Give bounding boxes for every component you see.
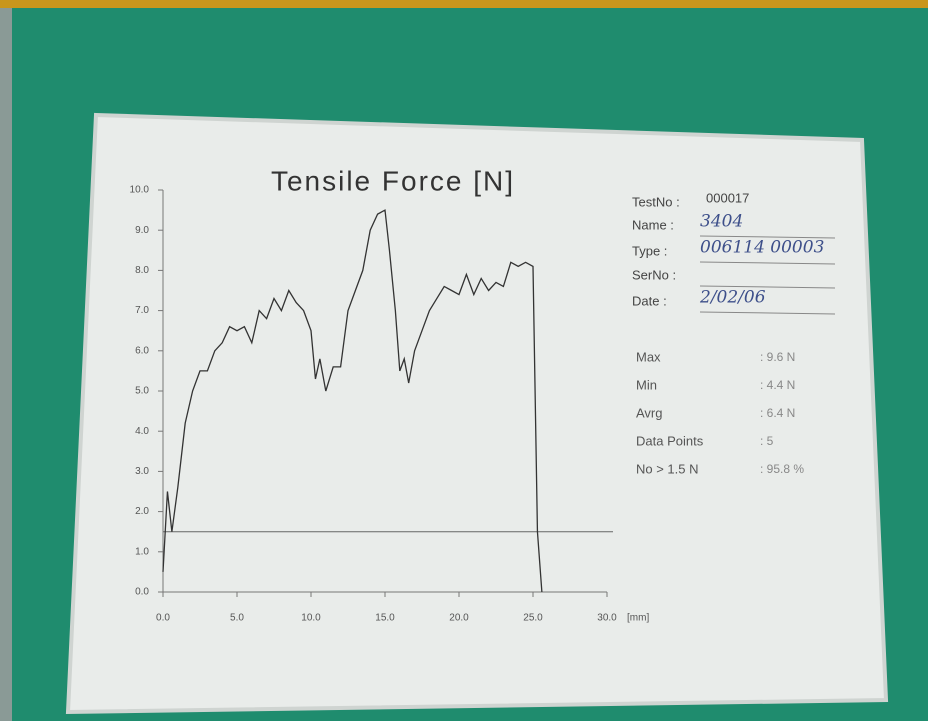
x-tick-label: 5.0 — [230, 613, 244, 624]
stat-label: Min — [636, 377, 657, 392]
stat-value: : 4.4 N — [760, 378, 795, 392]
y-tick-label: 3.0 — [135, 466, 149, 477]
stat-label: Avrg — [636, 405, 663, 420]
y-tick-label: 8.0 — [135, 265, 149, 276]
handwritten-value: 2/02/06 — [699, 288, 766, 308]
left-strip — [0, 8, 12, 721]
y-tick-label: 9.0 — [135, 225, 149, 236]
y-tick-label: 0.0 — [135, 587, 149, 598]
chart-title: Tensile Force [N] — [271, 165, 515, 196]
field-label: SerNo : — [632, 267, 676, 282]
stat-value: : 9.6 N — [760, 350, 795, 364]
x-tick-label: 30.0 — [597, 613, 617, 624]
field-label: TestNo : — [632, 194, 680, 209]
paper — [65, 112, 889, 715]
data-line — [162, 209, 543, 593]
field-label: Name : — [632, 217, 674, 232]
field-underline — [699, 285, 836, 289]
handwritten-value: 3404 — [700, 212, 743, 232]
stat-value: : 95.8 % — [760, 462, 804, 476]
y-tick-label: 7.0 — [135, 305, 149, 316]
x-tick-label: 25.0 — [523, 613, 543, 624]
y-tick-label: 4.0 — [135, 426, 149, 437]
field-underline — [699, 261, 836, 265]
stat-value: : 6.4 N — [760, 406, 795, 420]
x-tick-label: 10.0 — [301, 613, 321, 624]
handwritten-value: 006114 00003 — [700, 238, 824, 258]
y-tick-label: 5.0 — [135, 386, 149, 397]
y-tick-label: 2.0 — [135, 506, 149, 517]
x-tick-label: 20.0 — [449, 613, 469, 624]
x-tick-label: 15.0 — [375, 613, 395, 624]
x-tick-label: 0.0 — [156, 613, 170, 624]
stat-value: : 5 — [760, 434, 774, 448]
stat-label: Data Points — [636, 433, 704, 448]
y-tick-label: 6.0 — [135, 345, 149, 356]
field-underline — [699, 235, 836, 239]
y-tick-label: 10.0 — [130, 185, 150, 196]
field-underline — [699, 311, 836, 315]
x-unit: [mm] — [627, 613, 649, 624]
top-strip — [0, 0, 928, 8]
field-label: Type : — [632, 243, 667, 258]
field-label: Date : — [632, 293, 667, 308]
y-tick-label: 1.0 — [135, 546, 149, 557]
field-value: 000017 — [706, 190, 749, 205]
stat-label: Max — [636, 349, 661, 364]
stat-label: No > 1.5 N — [636, 461, 699, 476]
